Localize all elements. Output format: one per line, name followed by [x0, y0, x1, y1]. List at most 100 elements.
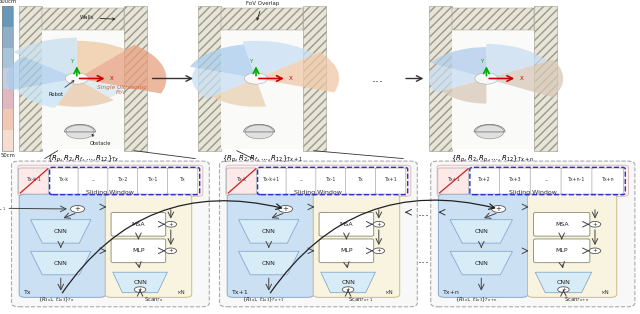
Text: ...: ... [544, 177, 548, 182]
Circle shape [373, 221, 385, 227]
FancyBboxPatch shape [534, 239, 590, 263]
FancyBboxPatch shape [499, 168, 531, 194]
FancyBboxPatch shape [527, 194, 617, 297]
Text: Tx-k: Tx-k [59, 177, 69, 182]
FancyBboxPatch shape [19, 168, 49, 194]
Circle shape [373, 248, 385, 254]
FancyBboxPatch shape [19, 194, 106, 297]
Bar [429, 6, 452, 151]
Wedge shape [486, 60, 563, 97]
Text: $\mathrm{Scan}_{Tx+1}$: $\mathrm{Scan}_{Tx+1}$ [348, 295, 374, 304]
Text: $\{R_{3x1},\, t_{1x3}\}_{Tx}$: $\{R_{3x1},\, t_{1x3}\}_{Tx}$ [38, 295, 74, 304]
Text: ×N: ×N [384, 290, 393, 295]
Text: X: X [289, 76, 293, 81]
FancyBboxPatch shape [78, 168, 108, 194]
Text: +: + [496, 206, 502, 212]
Text: +: + [376, 222, 381, 227]
Polygon shape [450, 251, 513, 275]
Text: Y: Y [249, 59, 253, 64]
Text: MLP: MLP [556, 248, 568, 253]
Text: Tx+n: Tx+n [443, 290, 460, 295]
Bar [452, 8, 534, 149]
Text: Tx: Tx [358, 177, 364, 182]
Text: +: + [138, 287, 143, 292]
Wedge shape [429, 64, 486, 93]
Text: Tx+n-1: Tx+n-1 [568, 177, 586, 182]
Bar [124, 6, 147, 151]
Text: Tx+1: Tx+1 [447, 177, 460, 182]
Text: +: + [75, 206, 81, 212]
Wedge shape [13, 38, 77, 78]
Bar [452, 8, 534, 30]
Text: MSA: MSA [132, 222, 145, 227]
Wedge shape [190, 45, 256, 78]
Text: CNN: CNN [262, 229, 276, 234]
Text: ...: ... [300, 177, 304, 182]
Bar [221, 8, 303, 149]
FancyBboxPatch shape [468, 168, 500, 194]
FancyBboxPatch shape [220, 161, 417, 307]
Polygon shape [31, 220, 91, 243]
Text: Tx-1: Tx-1 [326, 177, 337, 182]
Wedge shape [6, 56, 77, 90]
Circle shape [557, 287, 569, 292]
Text: ×N: ×N [601, 290, 609, 295]
Text: FoV Overlap: FoV Overlap [246, 1, 279, 20]
Wedge shape [243, 41, 315, 78]
Text: +: + [283, 206, 289, 212]
Text: Obstacle: Obstacle [90, 134, 111, 146]
Text: +: + [168, 222, 173, 227]
Text: Tx-k: Tx-k [237, 177, 247, 182]
Bar [2, 47, 13, 68]
Wedge shape [57, 78, 114, 107]
FancyBboxPatch shape [226, 165, 411, 196]
Wedge shape [256, 52, 339, 92]
Circle shape [66, 125, 94, 139]
Text: Tx-k-1: Tx-k-1 [27, 177, 42, 182]
Polygon shape [239, 220, 299, 243]
FancyBboxPatch shape [227, 194, 314, 297]
Text: Y: Y [70, 59, 74, 64]
Bar [2, 89, 13, 110]
Bar [42, 8, 124, 149]
FancyBboxPatch shape [227, 168, 257, 194]
Bar [2, 130, 13, 151]
Circle shape [492, 206, 506, 212]
Wedge shape [212, 78, 266, 107]
Wedge shape [431, 47, 486, 78]
FancyBboxPatch shape [438, 194, 527, 297]
Text: +: + [346, 287, 351, 292]
FancyBboxPatch shape [105, 194, 192, 297]
Text: Tx+1: Tx+1 [232, 290, 248, 295]
Text: $\{R_p, R_2, R_p, \ldots, R_{12}\}_{Tx+n}$: $\{R_p, R_2, R_p, \ldots, R_{12}\}_{Tx+n… [451, 154, 534, 165]
Polygon shape [535, 272, 591, 293]
Wedge shape [77, 78, 125, 98]
Text: Walls: Walls [80, 15, 115, 20]
Text: Robot: Robot [48, 81, 74, 97]
Text: Tx: Tx [180, 177, 186, 182]
Circle shape [475, 73, 498, 84]
Text: CNN: CNN [557, 280, 570, 285]
Wedge shape [486, 44, 547, 78]
Text: Sliding Window: Sliding Window [509, 190, 557, 195]
Text: Y: Y [479, 59, 483, 64]
FancyBboxPatch shape [108, 168, 138, 194]
Text: MLP: MLP [132, 248, 145, 253]
FancyBboxPatch shape [286, 168, 316, 194]
FancyBboxPatch shape [530, 168, 562, 194]
Text: Tx: Tx [24, 290, 31, 295]
Bar [303, 6, 326, 151]
Text: ×N: ×N [176, 290, 185, 295]
Circle shape [342, 287, 354, 292]
FancyBboxPatch shape [167, 168, 198, 194]
FancyBboxPatch shape [313, 194, 400, 297]
FancyBboxPatch shape [592, 168, 623, 194]
Circle shape [65, 73, 88, 84]
Text: $\{R_{3x1},\, t_{1x3}\}_{Tx+n}$: $\{R_{3x1},\, t_{1x3}\}_{Tx+n}$ [455, 295, 498, 304]
Text: Tx+1: Tx+1 [385, 177, 397, 182]
Text: Single Ultrasonic
FoV: Single Ultrasonic FoV [97, 85, 147, 95]
Bar [2, 27, 13, 47]
Text: CNN: CNN [474, 261, 488, 266]
Text: Tx+n: Tx+n [602, 177, 614, 182]
Bar [198, 6, 221, 151]
